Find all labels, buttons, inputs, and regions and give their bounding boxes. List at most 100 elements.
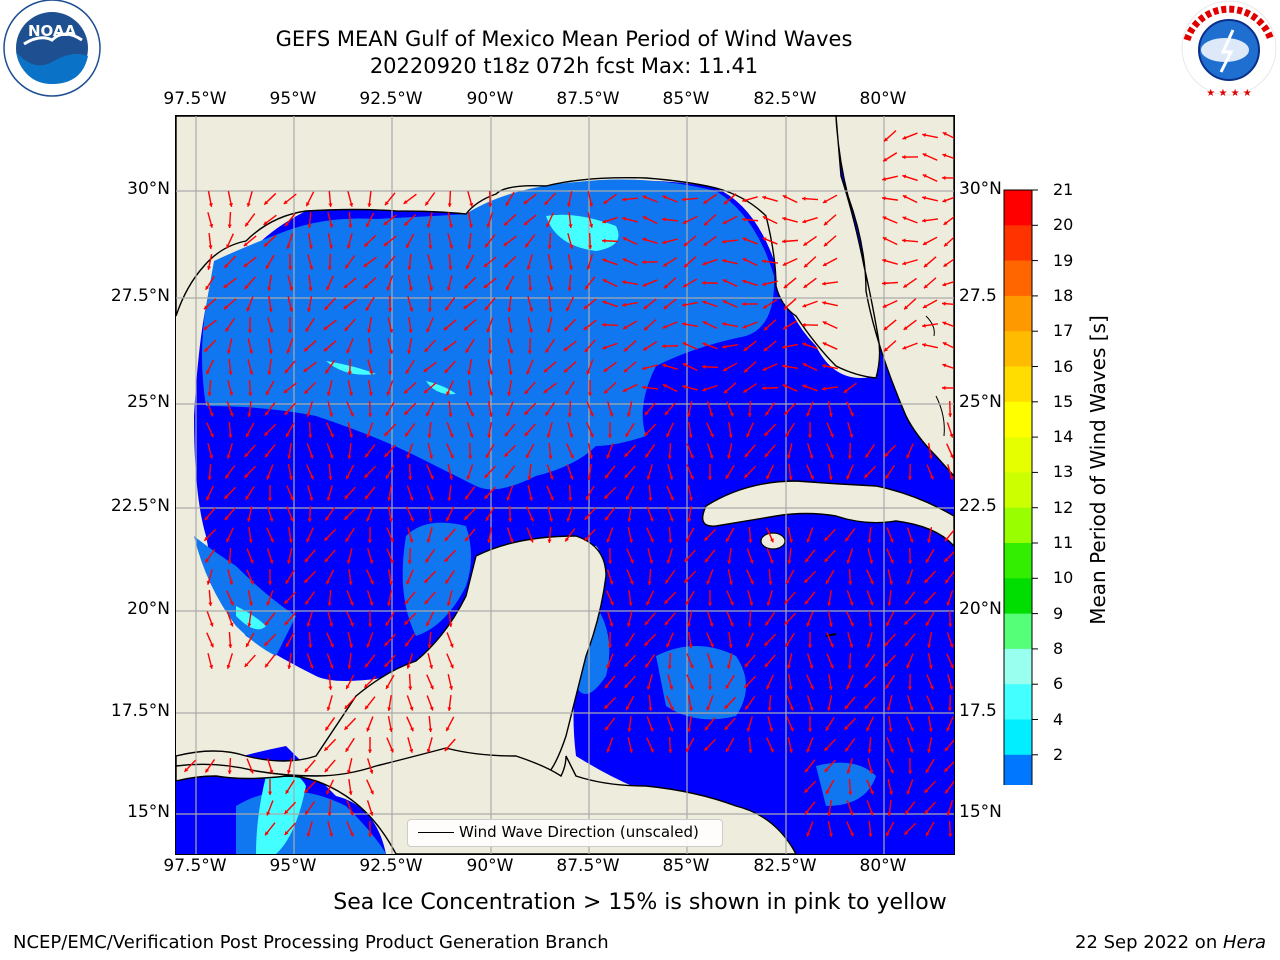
wave-arrow-head (846, 475, 851, 480)
wave-arrow-head (448, 413, 453, 417)
wave-arrow-head (549, 517, 554, 522)
wave-arrow-head (348, 224, 353, 228)
wave-arrow-head (208, 602, 213, 606)
wave-arrow-head (729, 601, 734, 606)
wave-arrow-head (645, 663, 650, 668)
wave-arrow-head (829, 643, 834, 648)
wave-arrow-head (508, 518, 513, 522)
wave-arrow-head (646, 685, 651, 690)
wave-arrow-head (247, 329, 252, 333)
wave-arrow-head (927, 644, 932, 648)
wave-arrow-head (944, 747, 949, 752)
wave-arrow-head (289, 307, 294, 312)
andros (935, 395, 945, 437)
wave-arrow-head (786, 580, 790, 585)
wave-arrow-head (306, 622, 311, 627)
wave-arrow-head (546, 223, 550, 228)
wave-arrow-head (367, 749, 373, 753)
wave-arrow-head (602, 238, 606, 243)
wave-arrow-head (384, 201, 389, 206)
wave-arrow-head (828, 686, 833, 690)
map-legend: Wind Wave Direction (unscaled) (407, 819, 723, 847)
wave-arrow-head (509, 538, 514, 543)
wave-arrow-head (724, 704, 729, 709)
wave-arrow-head (909, 538, 914, 543)
wave-arrow-head (782, 239, 786, 244)
wave-arrow-head (245, 495, 250, 500)
wave-arrow-head (684, 578, 689, 583)
wave-arrow-head (788, 686, 793, 690)
wave-arrow-head (364, 473, 369, 478)
lat-tick-right: 20°N (959, 599, 1002, 619)
wave-arrow-head (349, 622, 354, 627)
wave-arrow-head (784, 305, 788, 310)
wave-arrow-head (849, 832, 854, 837)
wave-arrow-head (243, 242, 248, 247)
colorbar-swatch (1004, 684, 1032, 720)
wave-arrow-head (828, 623, 833, 627)
nws-logo: ★ ★ ★ ★ (1181, 0, 1277, 99)
wave-arrow-head (909, 706, 914, 711)
wave-arrow-head (203, 305, 208, 310)
lon-tick-bottom: 97.5°W (163, 856, 227, 876)
wave-arrow-head (907, 686, 912, 690)
wave-arrow-head (506, 412, 511, 417)
wave-arrow-head (328, 686, 333, 690)
wave-arrow-head (263, 221, 268, 225)
wave-arrow-head (207, 266, 212, 270)
wave-arrow-head (709, 433, 714, 438)
wave-arrow-head (589, 202, 594, 207)
wave-arrow-head (468, 224, 473, 228)
wave-arrow-head (648, 497, 653, 501)
map-subtitle: 20220920 t18z 072h fcst Max: 11.41 (369, 54, 759, 78)
wave-arrow-head (922, 304, 927, 309)
wave-arrow-head (264, 431, 269, 436)
wave-arrow-head (385, 474, 390, 479)
wave-arrow-head (705, 726, 709, 731)
wave-arrow-head (602, 258, 607, 263)
colorbar-title: Mean Period of Wind Waves [s] (1086, 315, 1110, 625)
wave-arrow-head (523, 221, 528, 226)
wave-arrow-head (944, 242, 949, 247)
wave-arrow-head (809, 664, 814, 669)
lon-tick-top: 92.5°W (359, 89, 423, 109)
wave-arrow-head (829, 454, 834, 459)
wave-arrow-head (866, 643, 871, 648)
wave-arrow-head (345, 264, 350, 269)
wave-arrow-head (764, 453, 769, 458)
wave-arrow-head (265, 831, 269, 836)
wave-arrow-head (249, 580, 254, 585)
wave-arrow-head (527, 476, 532, 480)
wave-arrow-head (822, 262, 827, 266)
wave-arrow-head (283, 200, 288, 205)
wave-arrow-head (269, 769, 274, 774)
wave-arrow-head (707, 686, 713, 690)
wave-arrow-head (426, 748, 431, 753)
wave-arrow-head (944, 557, 949, 562)
wave-arrow-head (306, 538, 310, 543)
wave-arrow-head (822, 386, 826, 391)
wave-arrow-head (904, 620, 909, 625)
wave-arrow-head (927, 749, 932, 753)
wave-arrow-head (445, 306, 450, 311)
wave-arrow-head (764, 431, 769, 436)
wave-arrow-head (427, 434, 432, 438)
wave-arrow-head (725, 684, 730, 689)
wave-arrow-head (602, 345, 607, 350)
wave-arrow-head (446, 727, 450, 732)
wave-arrow-head (226, 538, 230, 543)
wave-arrow-head (229, 601, 234, 606)
wave-arrow-head (648, 707, 653, 711)
wave-arrow-head (949, 433, 954, 438)
wave-arrow-head (886, 622, 890, 627)
wave-arrow-head (246, 433, 250, 438)
central-gulf-high (326, 361, 376, 375)
wave-arrow-head (543, 389, 548, 393)
wave-arrow-head (722, 220, 727, 224)
wave-arrow-head (505, 474, 509, 479)
wave-arrow-head (683, 242, 688, 247)
wave-arrow-head (846, 559, 851, 564)
colorbar-tick-label: 6 (1053, 674, 1064, 694)
wave-arrow-head (244, 473, 249, 478)
wave-period-field (176, 116, 954, 854)
